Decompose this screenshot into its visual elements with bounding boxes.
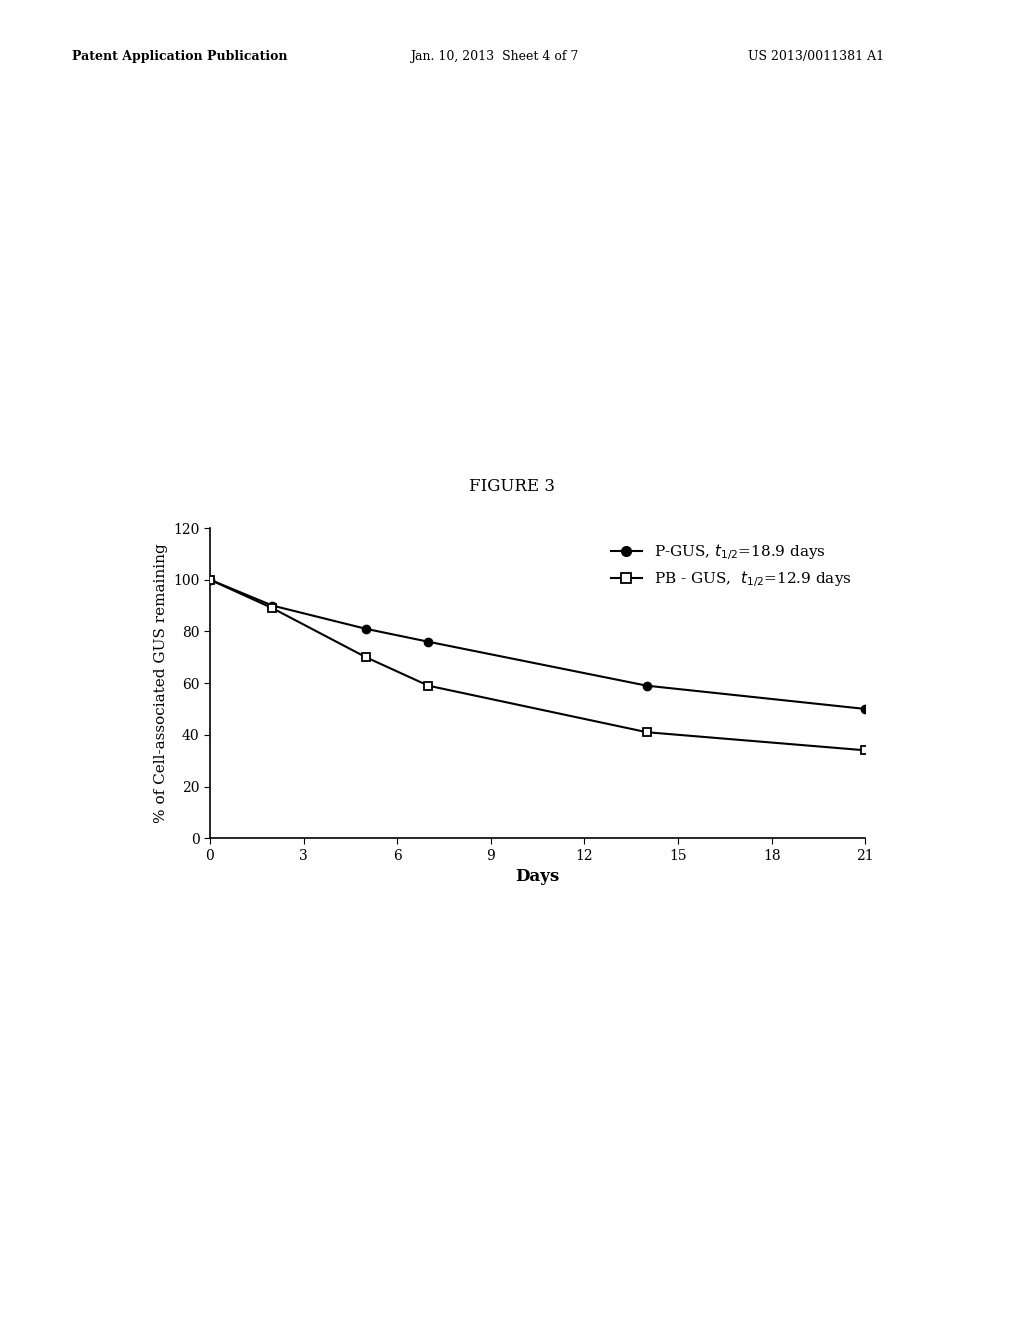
Text: FIGURE 3: FIGURE 3 xyxy=(469,478,555,495)
Text: US 2013/0011381 A1: US 2013/0011381 A1 xyxy=(748,50,884,63)
Legend: P-GUS, $t_{1/2}$=18.9 days, PB - GUS,  $t_{1/2}$=12.9 days: P-GUS, $t_{1/2}$=18.9 days, PB - GUS, $t… xyxy=(605,536,858,595)
Text: Patent Application Publication: Patent Application Publication xyxy=(72,50,287,63)
Text: Jan. 10, 2013  Sheet 4 of 7: Jan. 10, 2013 Sheet 4 of 7 xyxy=(410,50,578,63)
X-axis label: Days: Days xyxy=(515,869,560,886)
Y-axis label: % of Cell-associated GUS remaining: % of Cell-associated GUS remaining xyxy=(154,544,168,822)
